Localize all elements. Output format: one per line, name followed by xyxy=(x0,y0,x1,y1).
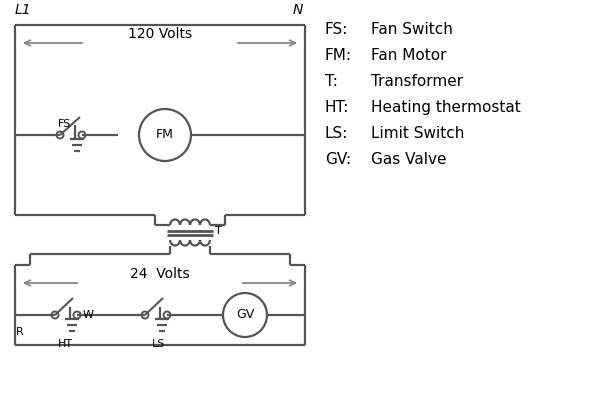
Text: Limit Switch: Limit Switch xyxy=(371,126,464,141)
Text: LS:: LS: xyxy=(325,126,348,141)
Text: GV:: GV: xyxy=(325,152,351,167)
Text: FS:: FS: xyxy=(325,22,348,37)
Text: R: R xyxy=(16,327,24,337)
Text: N: N xyxy=(293,3,303,17)
Text: FS: FS xyxy=(58,119,71,129)
Text: GV: GV xyxy=(236,308,254,322)
Text: Gas Valve: Gas Valve xyxy=(371,152,447,167)
Text: Transformer: Transformer xyxy=(371,74,463,89)
Text: HT: HT xyxy=(57,339,73,349)
Text: W: W xyxy=(83,310,94,320)
Text: HT:: HT: xyxy=(325,100,349,115)
Text: FM:: FM: xyxy=(325,48,352,63)
Text: Heating thermostat: Heating thermostat xyxy=(371,100,521,115)
Text: FM: FM xyxy=(156,128,174,142)
Text: L1: L1 xyxy=(15,3,32,17)
Text: Fan Motor: Fan Motor xyxy=(371,48,447,63)
Text: LS: LS xyxy=(152,339,166,349)
Text: T:: T: xyxy=(325,74,338,89)
Text: T: T xyxy=(215,226,222,236)
Text: 24  Volts: 24 Volts xyxy=(130,267,190,281)
Text: 120 Volts: 120 Volts xyxy=(128,27,192,41)
Text: Fan Switch: Fan Switch xyxy=(371,22,453,37)
